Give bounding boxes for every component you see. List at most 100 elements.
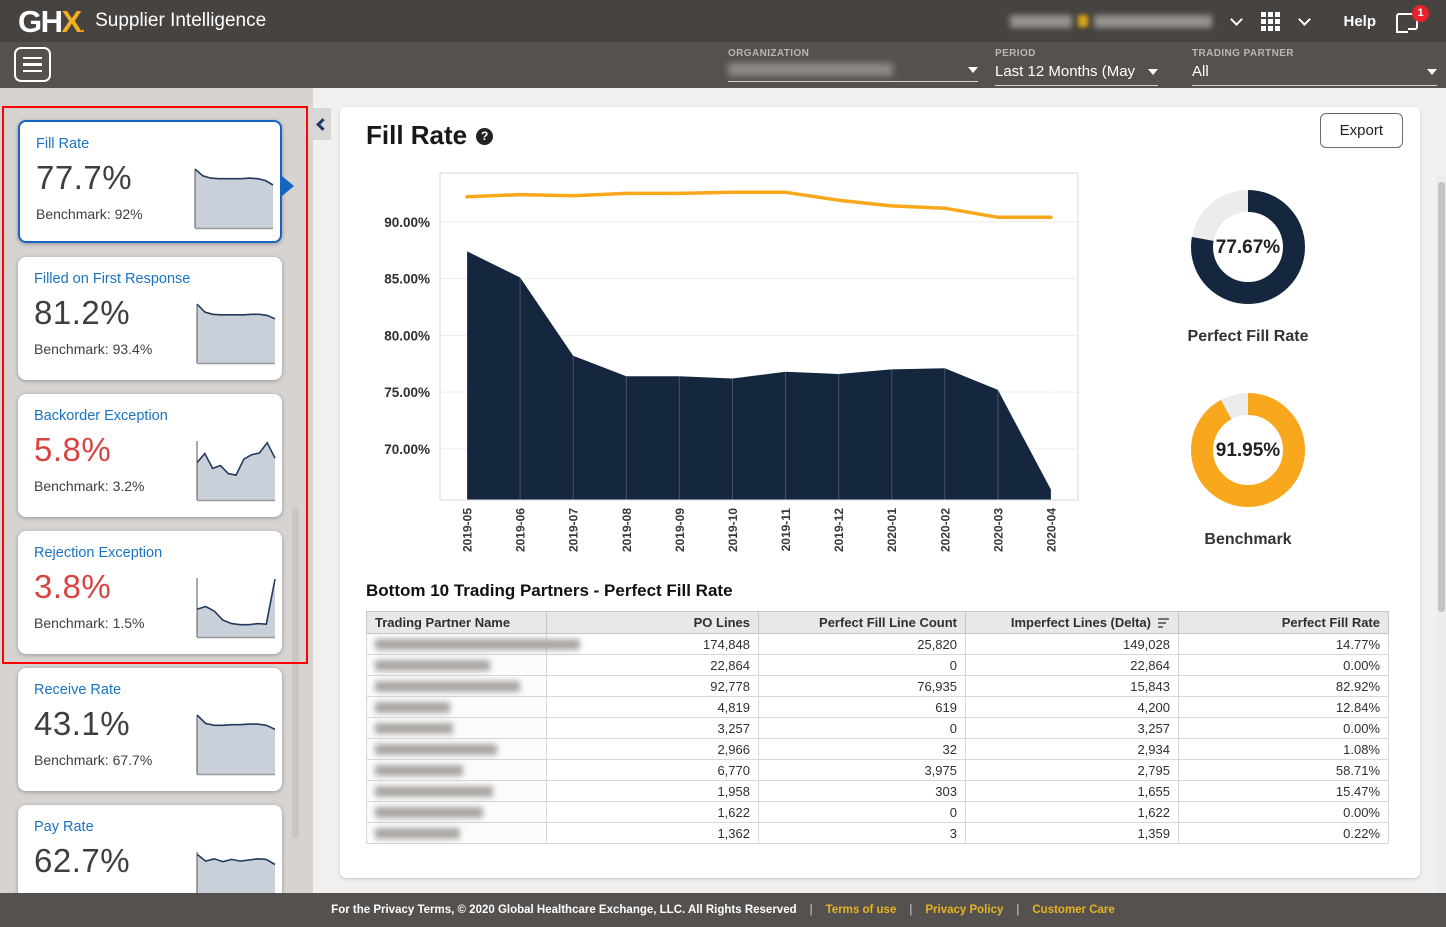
footer-link[interactable]: Terms of use bbox=[825, 904, 897, 916]
metric-value: 81.2% bbox=[34, 294, 131, 331]
redacted-name-blur bbox=[375, 764, 463, 776]
footer-copyright: For the Privacy Terms, © 2020 Global Hea… bbox=[331, 904, 797, 916]
table-row: 174,848 25,820 149,028 14.77% bbox=[366, 633, 1389, 655]
page-scrollbar[interactable] bbox=[1437, 176, 1446, 893]
imperfect-lines-cell: 1,359 bbox=[965, 822, 1179, 844]
po-lines-cell: 22,864 bbox=[546, 654, 759, 676]
table-row: 4,819 619 4,200 12.84% bbox=[366, 696, 1389, 718]
trading-partner-name-redacted bbox=[366, 822, 547, 844]
metric-value: 3.8% bbox=[34, 568, 112, 605]
metric-card-fill-rate[interactable]: Fill Rate 77.7% Benchmark: 92% bbox=[18, 120, 294, 243]
x-axis-label: 2020-04 bbox=[1045, 508, 1059, 552]
logo-gh: GH bbox=[18, 3, 63, 39]
perfect-fill-line-count-cell: 32 bbox=[758, 738, 966, 760]
table-title: Bottom 10 Trading Partners - Perfect Fil… bbox=[366, 581, 733, 600]
sparkline-chart bbox=[196, 852, 276, 893]
table-row: 1,958 303 1,655 15.47% bbox=[366, 780, 1389, 802]
metric-card-backorder-exception[interactable]: Backorder Exception 5.8% Benchmark: 3.2% bbox=[18, 394, 282, 517]
column-header-perfect-fill-line-count[interactable]: Perfect Fill Line Count bbox=[758, 611, 966, 634]
metric-title: Backorder Exception bbox=[34, 408, 168, 424]
donut-perfect-fill-rate: 77.67% Perfect Fill Rate bbox=[1178, 187, 1318, 346]
x-axis-label: 2019-07 bbox=[567, 508, 581, 552]
imperfect-lines-cell: 4,200 bbox=[965, 696, 1179, 718]
filter-bar: ORGANIZATION PERIOD Last 12 Months (May … bbox=[0, 42, 1446, 88]
po-lines-cell: 1,362 bbox=[546, 822, 759, 844]
column-header-perfect-fill-rate[interactable]: Perfect Fill Rate bbox=[1178, 611, 1389, 634]
table-row: 92,778 76,935 15,843 82.92% bbox=[366, 675, 1389, 697]
period-filter[interactable]: PERIOD Last 12 Months (May - A... bbox=[995, 48, 1158, 86]
trading-partner-name-redacted bbox=[366, 801, 547, 823]
hamburger-menu-button[interactable] bbox=[14, 47, 51, 82]
scrollbar-thumb[interactable] bbox=[1438, 182, 1445, 612]
period-label: PERIOD bbox=[995, 48, 1036, 59]
trading-partner-name-redacted bbox=[366, 780, 547, 802]
footer-link[interactable]: Privacy Policy bbox=[925, 904, 1004, 916]
perfect-fill-rate-cell: 12.84% bbox=[1178, 696, 1389, 718]
donut-value: 91.95% bbox=[1216, 440, 1281, 461]
trading-partner-filter[interactable]: TRADING PARTNER All bbox=[1192, 48, 1437, 86]
redacted-name-blur bbox=[375, 701, 450, 713]
metric-card-receive-rate[interactable]: Receive Rate 43.1% Benchmark: 67.7% bbox=[18, 668, 282, 791]
donut-chart: 77.67% bbox=[1191, 190, 1305, 304]
perfect-fill-line-count-cell: 303 bbox=[758, 780, 966, 802]
sidebar-scrollbar[interactable] bbox=[292, 508, 299, 838]
trading-partner-value: All bbox=[1192, 63, 1209, 80]
perfect-fill-rate-cell: 1.08% bbox=[1178, 738, 1389, 760]
chevron-down-icon[interactable] bbox=[1298, 12, 1312, 26]
trading-partner-label: TRADING PARTNER bbox=[1192, 48, 1294, 59]
y-axis-label: 80.00% bbox=[384, 328, 430, 343]
dropdown-arrow-icon bbox=[1427, 68, 1437, 75]
x-axis-label: 2019-08 bbox=[620, 508, 634, 552]
redacted-name-blur bbox=[375, 806, 483, 818]
table-row: 1,362 3 1,359 0.22% bbox=[366, 822, 1389, 844]
dropdown-arrow-icon bbox=[968, 66, 978, 73]
trading-partner-name-redacted bbox=[366, 675, 547, 697]
app-switcher-icon[interactable] bbox=[1261, 11, 1281, 31]
fill-rate-panel: Fill Rate? Export 90.00% 85.00% 80.00% 75.0… bbox=[340, 107, 1420, 878]
column-header-imperfect-lines-delta-[interactable]: Imperfect Lines (Delta) bbox=[965, 611, 1179, 634]
sidebar-collapse-button[interactable] bbox=[310, 108, 331, 140]
x-axis-label: 2019-06 bbox=[514, 508, 528, 552]
page-title-text: Fill Rate bbox=[366, 120, 468, 150]
export-button[interactable]: Export bbox=[1319, 113, 1403, 148]
donut-charts-column: 77.67% Perfect Fill Rate 91.95% Benchmark bbox=[1178, 187, 1318, 549]
perfect-fill-line-count-cell: 0 bbox=[758, 717, 966, 739]
column-header-po-lines[interactable]: PO Lines bbox=[546, 611, 759, 634]
po-lines-cell: 6,770 bbox=[546, 759, 759, 781]
help-question-icon[interactable]: ? bbox=[476, 128, 494, 145]
organization-filter[interactable]: ORGANIZATION bbox=[728, 48, 978, 82]
period-value: Last 12 Months (May - A... bbox=[995, 63, 1140, 80]
table-header-row: Trading Partner Name PO Lines Perfect Fill… bbox=[366, 611, 1389, 634]
imperfect-lines-cell: 1,622 bbox=[965, 801, 1179, 823]
x-axis-label: 2020-02 bbox=[938, 508, 952, 552]
metric-card-pay-rate[interactable]: Pay Rate 62.7% bbox=[18, 805, 282, 893]
metric-title: Rejection Exception bbox=[34, 545, 163, 561]
po-lines-cell: 92,778 bbox=[546, 675, 759, 697]
chevron-down-icon[interactable] bbox=[1230, 12, 1244, 26]
x-axis-label: 2019-12 bbox=[832, 508, 846, 552]
organization-label: ORGANIZATION bbox=[728, 48, 810, 59]
sparkline-chart bbox=[196, 303, 276, 365]
redacted-name-blur bbox=[375, 638, 580, 650]
perfect-fill-line-count-cell: 619 bbox=[758, 696, 966, 718]
perfect-fill-line-count-cell: 3 bbox=[758, 822, 966, 844]
notifications-button[interactable]: 1 bbox=[1396, 4, 1429, 33]
fill-rate-trend-chart: 90.00% 85.00% 80.00% 75.00% 70.00% 2019-05 201… bbox=[384, 172, 1079, 552]
user-account-chip[interactable] bbox=[1010, 12, 1244, 28]
perfect-fill-line-count-cell: 76,935 bbox=[758, 675, 966, 697]
bottom-10-table-section: Bottom 10 Trading Partners - Perfect Fil… bbox=[366, 581, 1389, 844]
y-axis-label: 70.00% bbox=[384, 442, 430, 457]
column-header-trading-partner-name[interactable]: Trading Partner Name bbox=[366, 611, 547, 634]
x-axis-label: 2019-05 bbox=[461, 508, 475, 552]
metric-card-rejection-exception[interactable]: Rejection Exception 3.8% Benchmark: 1.5% bbox=[18, 531, 282, 654]
help-link[interactable]: Help bbox=[1343, 12, 1376, 30]
metric-card-filled-on-first-response[interactable]: Filled on First Response 81.2% Benchmark: … bbox=[18, 257, 282, 380]
donut-value: 77.67% bbox=[1216, 237, 1281, 258]
metric-title: Filled on First Response bbox=[34, 271, 191, 287]
perfect-fill-rate-cell: 0.00% bbox=[1178, 654, 1389, 676]
footer-link[interactable]: Customer Care bbox=[1032, 904, 1115, 916]
donut-benchmark: 91.95% Benchmark bbox=[1178, 390, 1318, 549]
imperfect-lines-cell: 2,934 bbox=[965, 738, 1179, 760]
footer-separator: | bbox=[909, 904, 913, 916]
trading-partner-name-redacted bbox=[366, 654, 547, 676]
